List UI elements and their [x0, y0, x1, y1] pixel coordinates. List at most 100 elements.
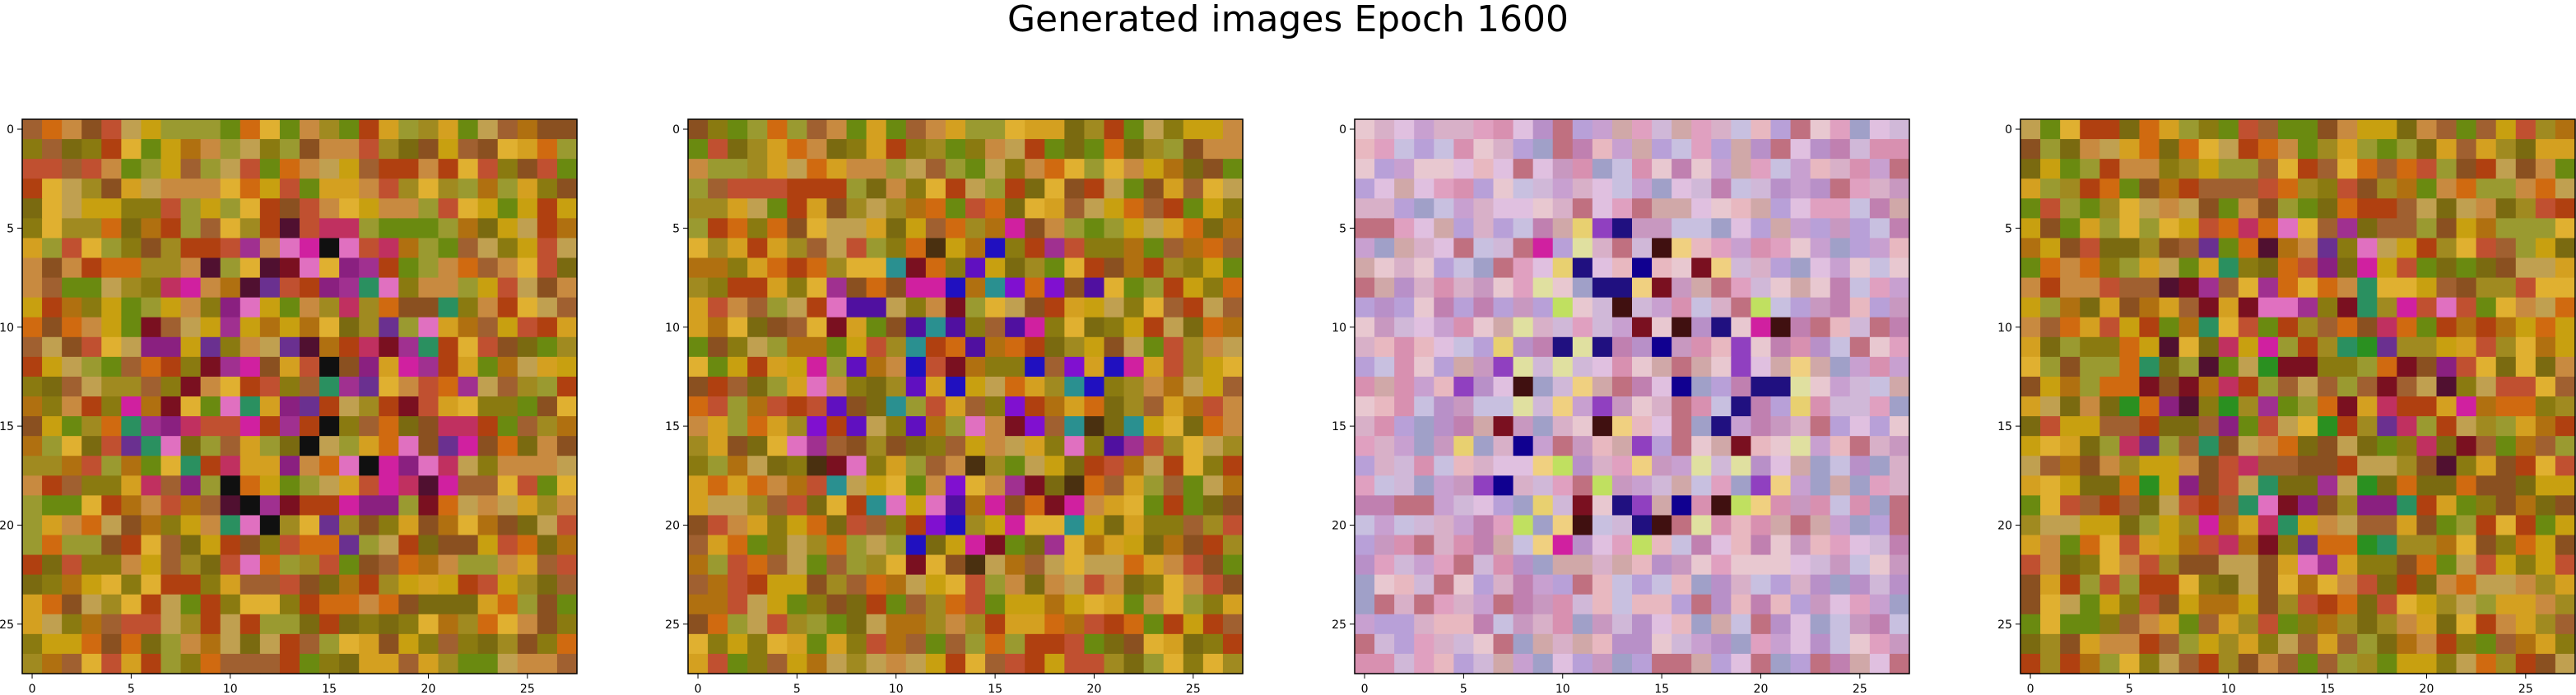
pixel-cell — [1374, 297, 1395, 318]
pixel-cell — [1143, 574, 1165, 595]
pixel-cell — [1731, 594, 1752, 615]
pixel-cell — [1123, 257, 1145, 279]
pixel-cell — [239, 554, 261, 576]
pixel-cell — [2456, 653, 2477, 674]
pixel-cell — [418, 396, 439, 417]
pixel-cell — [259, 218, 281, 239]
pixel-cell — [300, 574, 320, 595]
pixel-cell — [1493, 554, 1514, 576]
pixel-cell — [2159, 515, 2180, 536]
pixel-cell — [2318, 456, 2338, 476]
pixel-cell — [965, 475, 986, 496]
y-tick-label: 25 — [0, 619, 14, 632]
pixel-cell — [101, 535, 122, 556]
pixel-cell — [1183, 198, 1204, 219]
pixel-cell — [1394, 336, 1415, 358]
pixel-cell — [1202, 416, 1224, 437]
pixel-cell — [925, 594, 946, 615]
pixel-cell — [537, 218, 558, 239]
pixel-cell — [1473, 238, 1495, 259]
pixel-cell — [807, 574, 828, 595]
pixel-cell — [1005, 396, 1025, 417]
pixel-cell — [2397, 238, 2418, 259]
pixel-cell — [2495, 614, 2517, 635]
pixel-cell — [477, 515, 499, 536]
pixel-cell — [556, 218, 578, 239]
pixel-cell — [477, 614, 499, 635]
pixel-cell — [2139, 416, 2160, 437]
pixel-cell — [1005, 178, 1025, 199]
pixel-cell — [517, 495, 538, 517]
pixel-cell — [180, 238, 202, 259]
pixel-cell — [925, 535, 946, 556]
pixel-cell — [1672, 535, 1692, 556]
pixel-cell — [1869, 356, 1890, 378]
pixel-cell — [121, 119, 142, 140]
pixel-cell — [2238, 436, 2259, 456]
pixel-cell — [1572, 257, 1593, 279]
pixel-cell — [905, 198, 927, 219]
pixel-cell — [2515, 416, 2536, 437]
pixel-cell — [1889, 139, 1910, 160]
pixel-cell — [1064, 614, 1086, 635]
pixel-cell — [708, 495, 728, 517]
pixel-cell — [1005, 594, 1025, 615]
pixel-cell — [2495, 198, 2517, 219]
pixel-cell — [160, 614, 182, 635]
pixel-cell — [2416, 594, 2438, 615]
pixel-cell — [418, 277, 439, 299]
pixel-cell — [2535, 238, 2556, 259]
pixel-cell — [121, 653, 142, 674]
pixel-cell — [985, 633, 1006, 655]
pixel-cell — [1592, 535, 1613, 556]
pixel-cell — [945, 297, 966, 318]
pixel-cell — [826, 475, 848, 496]
pixel-cell — [81, 633, 102, 655]
pixel-cell — [418, 574, 439, 595]
pixel-cell — [2080, 218, 2100, 239]
pixel-cell — [1473, 456, 1495, 476]
pixel-cell — [458, 416, 479, 437]
pixel-cell — [886, 594, 907, 615]
pixel-cell — [2476, 356, 2497, 378]
pixel-cell — [1183, 257, 1204, 279]
pixel-cell — [1830, 574, 1851, 595]
pixel-cell — [1123, 317, 1145, 338]
pixel-cell — [279, 416, 300, 437]
pixel-cell — [339, 297, 360, 318]
pixel-cell — [2020, 119, 2041, 140]
pixel-cell — [121, 495, 142, 517]
pixel-cell — [1084, 317, 1105, 338]
pixel-cell — [1163, 198, 1184, 219]
pixel-cell — [319, 515, 340, 536]
pixel-cell — [1005, 159, 1025, 179]
pixel-cell — [1084, 218, 1105, 239]
pixel-cell — [438, 317, 459, 338]
pixel-cell — [62, 436, 82, 456]
pixel-cell — [2515, 535, 2536, 556]
pixel-cell — [886, 238, 907, 259]
pixel-cell — [1889, 277, 1910, 299]
pixel-cell — [1183, 594, 1204, 615]
pixel-cell — [688, 515, 709, 536]
pixel-cell — [1552, 475, 1574, 496]
pixel-cell — [2535, 495, 2556, 517]
pixel-cell — [1652, 336, 1672, 358]
pixel-cell — [2020, 495, 2041, 517]
pixel-cell — [259, 535, 281, 556]
pixel-cell — [905, 376, 927, 397]
pixel-cell — [398, 297, 420, 318]
pixel-cell — [379, 475, 399, 496]
pixel-cell — [2238, 535, 2259, 556]
pixel-cell — [239, 277, 261, 299]
pixel-cell — [1394, 198, 1415, 219]
pixel-cell — [2218, 218, 2239, 239]
pixel-cell — [2178, 317, 2200, 338]
pixel-cell — [2318, 416, 2338, 437]
pixel-cell — [1770, 456, 1792, 476]
pixel-cell — [239, 218, 261, 239]
pixel-cell — [1572, 554, 1593, 576]
pixel-cell — [2337, 456, 2358, 476]
pixel-cell — [945, 396, 966, 417]
pixel-cell — [767, 159, 788, 179]
